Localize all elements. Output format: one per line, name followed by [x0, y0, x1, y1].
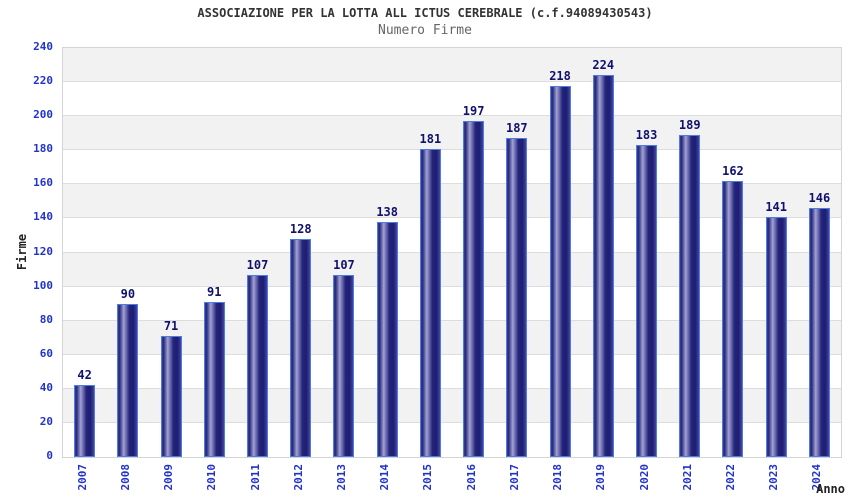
- bar-2019: [592, 75, 614, 457]
- bar-value-label: 138: [376, 204, 398, 219]
- x-tick-label: 2021: [680, 464, 694, 491]
- plot-area: 42 90 71 91 107 128 107 138 181 197 187 218 224 183 18…: [62, 47, 842, 458]
- bar-2011: [247, 274, 268, 457]
- bar-value-label: 146: [808, 191, 831, 206]
- gridline: [63, 81, 841, 83]
- bar-2010: [203, 301, 225, 457]
- bar-2017: [506, 138, 528, 457]
- x-tick-label: 2016: [464, 464, 478, 491]
- x-tick-label: 2010: [205, 464, 219, 491]
- gridline: [63, 285, 841, 287]
- plot-band: [63, 48, 841, 83]
- bar-2018: [549, 85, 571, 457]
- y-tick-label: 120: [33, 244, 53, 258]
- gridline: [63, 353, 841, 355]
- gridline: [63, 115, 841, 117]
- plot-band: [63, 252, 841, 287]
- bar-2020: [636, 145, 657, 457]
- x-tick-label: 2007: [75, 464, 89, 491]
- bar-value-label: 71: [163, 319, 179, 334]
- gridline: [63, 149, 841, 151]
- plot-band: [63, 116, 841, 151]
- x-axis-title: Anno: [816, 482, 845, 496]
- bar-value-label: 90: [120, 286, 136, 301]
- bar-2014: [376, 221, 398, 457]
- y-tick-label: 80: [39, 312, 53, 326]
- bar-value-label: 107: [246, 257, 269, 272]
- y-tick-label: 0: [46, 449, 53, 462]
- y-tick-label: 140: [33, 210, 53, 224]
- gridline: [63, 319, 841, 321]
- plot-band: [63, 184, 841, 219]
- bar-value-label: 183: [635, 128, 658, 143]
- gridline: [63, 251, 841, 253]
- gridline: [63, 421, 841, 423]
- y-tick-label: 20: [39, 414, 53, 428]
- x-tick-label: 2017: [507, 464, 521, 491]
- bar-value-label: 91: [207, 284, 222, 299]
- bar-value-label: 107: [333, 257, 355, 272]
- bar-value-label: 181: [419, 131, 442, 146]
- y-tick-label: 40: [39, 380, 53, 394]
- plot-band: [63, 388, 841, 423]
- x-tick-label: 2008: [118, 464, 132, 491]
- x-tick-label: 2018: [551, 464, 565, 491]
- y-tick-label: 200: [33, 108, 53, 122]
- y-tick-label: 100: [33, 278, 53, 292]
- gridline: [63, 387, 841, 389]
- x-tick-label: 2015: [421, 464, 435, 491]
- bar-2013: [333, 274, 355, 457]
- gridline: [63, 217, 841, 219]
- bar-2007: [74, 385, 96, 457]
- y-tick-label: 160: [33, 176, 53, 190]
- x-tick-label: 2009: [162, 464, 176, 491]
- gridline: [63, 183, 841, 185]
- y-tick-label: 240: [33, 40, 53, 53]
- bar-value-label: 224: [592, 58, 615, 73]
- bar-2015: [419, 148, 441, 457]
- bar-value-label: 189: [678, 117, 701, 132]
- bar-value-label: 42: [77, 368, 92, 383]
- plot-band: [63, 320, 841, 355]
- bar-2012: [290, 238, 312, 457]
- x-tick-label: 2022: [723, 464, 737, 491]
- bar-2021: [679, 134, 701, 457]
- x-tick-label: 2020: [637, 464, 651, 491]
- chart-title: ASSOCIAZIONE PER LA LOTTA ALL ICTUS CERE…: [197, 6, 653, 20]
- bar-2022: [722, 180, 744, 457]
- x-tick-label: 2013: [334, 464, 348, 491]
- bar-value-label: 218: [549, 68, 571, 83]
- y-tick-label: 180: [33, 142, 53, 156]
- x-tick-label: 2023: [767, 464, 781, 491]
- chart-subtitle: Numero Firme: [378, 23, 472, 38]
- y-tick-label: 60: [39, 346, 53, 360]
- y-tick-label: 220: [33, 74, 53, 88]
- bar-2008: [117, 303, 139, 457]
- bar-value-label: 187: [505, 121, 528, 136]
- bar-2024: [808, 208, 830, 457]
- bar-2023: [765, 216, 787, 457]
- x-tick-label: 2014: [378, 464, 392, 491]
- bar-value-label: 128: [289, 221, 312, 236]
- bar-2009: [160, 336, 182, 457]
- bar-value-label: 197: [462, 104, 485, 119]
- bar-value-label: 162: [722, 163, 744, 178]
- x-tick-label: 2012: [291, 464, 305, 491]
- bar-value-label: 141: [765, 199, 787, 214]
- bar-2016: [463, 121, 485, 457]
- x-tick-label: 2011: [248, 464, 262, 491]
- x-tick-label: 2019: [594, 464, 608, 491]
